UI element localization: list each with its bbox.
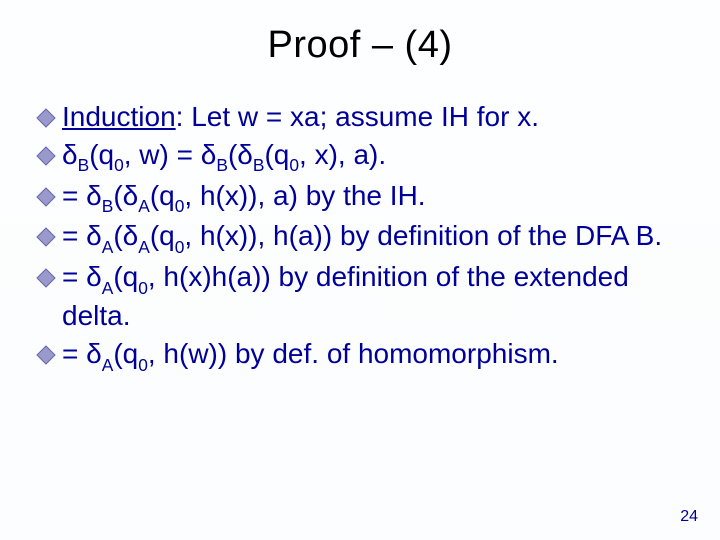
subscript: B bbox=[253, 155, 265, 175]
subscript: B bbox=[102, 196, 114, 216]
diamond-bullet-icon bbox=[36, 345, 56, 365]
subscript: B bbox=[78, 155, 90, 175]
proof-line-text: δB(q0, w) = δB(δB(q0, x), a). bbox=[62, 137, 684, 176]
proof-line: = δA(q0, h(w)) by def. of homomorphism. bbox=[36, 336, 684, 375]
text-run: , x), a). bbox=[299, 139, 386, 170]
text-run: (δ bbox=[228, 139, 253, 170]
proof-line: = δA(q0, h(x)h(a)) by definition of the … bbox=[36, 259, 684, 334]
subscript: A bbox=[102, 355, 114, 375]
slide-title: Proof – (4) bbox=[30, 24, 690, 67]
underlined-term: Induction bbox=[62, 101, 176, 132]
text-run: : Let w = xa; assume IH for x. bbox=[176, 101, 539, 132]
subscript: A bbox=[138, 196, 150, 216]
subscript: 0 bbox=[175, 237, 185, 257]
text-run: (q bbox=[113, 261, 138, 292]
proof-line-text: = δB(δA(q0, h(x)), a) by the IH. bbox=[62, 178, 684, 217]
text-run: (δ bbox=[113, 180, 138, 211]
text-run: (q bbox=[150, 180, 175, 211]
text-run: , h(w)) by def. of homomorphism. bbox=[148, 338, 559, 369]
text-run: (q bbox=[113, 338, 138, 369]
proof-line: = δA(δA(q0, h(x)), h(a)) by definition o… bbox=[36, 218, 684, 257]
text-run: , w) = δ bbox=[124, 139, 217, 170]
text-run: = δ bbox=[62, 261, 102, 292]
proof-line: δB(q0, w) = δB(δB(q0, x), a). bbox=[36, 137, 684, 176]
diamond-bullet-icon bbox=[36, 187, 56, 207]
text-run: (δ bbox=[113, 220, 138, 251]
subscript: A bbox=[138, 237, 150, 257]
proof-line-text: = δA(q0, h(w)) by def. of homomorphism. bbox=[62, 336, 684, 375]
proof-line-text: Induction: Let w = xa; assume IH for x. bbox=[62, 99, 684, 135]
text-run: , h(x)), h(a)) by definition of the DFA … bbox=[184, 220, 662, 251]
slide: Proof – (4) Induction: Let w = xa; assum… bbox=[0, 0, 720, 540]
text-run: δ bbox=[62, 139, 78, 170]
proof-line: Induction: Let w = xa; assume IH for x. bbox=[36, 99, 684, 135]
proof-line-text: = δA(δA(q0, h(x)), h(a)) by definition o… bbox=[62, 218, 684, 257]
proof-line-text: = δA(q0, h(x)h(a)) by definition of the … bbox=[62, 259, 684, 334]
diamond-bullet-icon bbox=[36, 146, 56, 166]
diamond-bullet-icon bbox=[36, 227, 56, 247]
subscript: A bbox=[102, 278, 114, 298]
text-run: (q bbox=[264, 139, 289, 170]
text-run: , h(x)), a) by the IH. bbox=[184, 180, 425, 211]
diamond-bullet-icon bbox=[36, 108, 56, 128]
text-run: = δ bbox=[62, 220, 102, 251]
diamond-bullet-icon bbox=[36, 268, 56, 288]
subscript: 0 bbox=[138, 278, 148, 298]
body: Induction: Let w = xa; assume IH for x. … bbox=[30, 99, 690, 375]
text-run: (q bbox=[89, 139, 114, 170]
proof-line: = δB(δA(q0, h(x)), a) by the IH. bbox=[36, 178, 684, 217]
page-number: 24 bbox=[680, 508, 698, 526]
subscript: 0 bbox=[289, 155, 299, 175]
subscript: 0 bbox=[114, 155, 124, 175]
text-run: = δ bbox=[62, 338, 102, 369]
subscript: B bbox=[216, 155, 228, 175]
subscript: A bbox=[102, 237, 114, 257]
text-run: = δ bbox=[62, 180, 102, 211]
subscript: 0 bbox=[138, 355, 148, 375]
subscript: 0 bbox=[175, 196, 185, 216]
text-run: (q bbox=[150, 220, 175, 251]
